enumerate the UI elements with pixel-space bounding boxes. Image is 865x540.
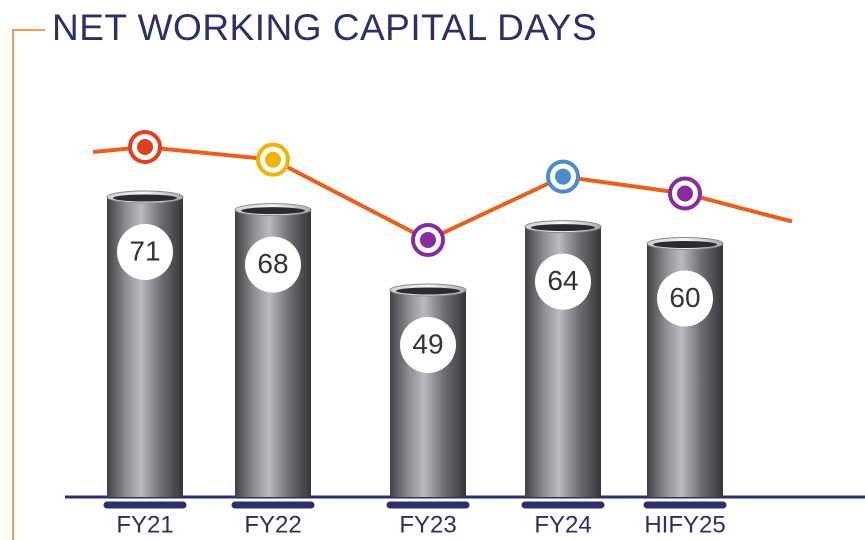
value-label: 64 bbox=[547, 265, 578, 296]
pipe-hole bbox=[113, 195, 177, 202]
pipe-hole bbox=[396, 287, 460, 294]
marker-dot bbox=[555, 169, 571, 185]
value-label: 60 bbox=[669, 282, 700, 313]
marker-dot bbox=[137, 139, 153, 155]
marker-dot bbox=[677, 185, 693, 201]
chart: NET WORKING CAPITAL DAYS 71 FY21 68 FY22 49 F… bbox=[0, 0, 865, 540]
bracket bbox=[13, 30, 45, 540]
pipe bbox=[390, 284, 466, 497]
value-label: 68 bbox=[257, 248, 288, 279]
marker-dot bbox=[265, 152, 281, 168]
pipe-hole bbox=[531, 224, 595, 231]
value-label: 71 bbox=[129, 235, 160, 266]
trend-line bbox=[145, 147, 685, 240]
pipe-hole bbox=[653, 241, 717, 248]
pipe-hole bbox=[241, 207, 305, 214]
x-tick-label: HIFY25 bbox=[644, 511, 725, 538]
value-label: 49 bbox=[412, 328, 443, 359]
x-tick-label: FY22 bbox=[244, 511, 301, 538]
x-tick-label: FY23 bbox=[399, 511, 456, 538]
x-tick-label: FY24 bbox=[534, 511, 591, 538]
chart-title: NET WORKING CAPITAL DAYS bbox=[52, 7, 597, 48]
marker-dot bbox=[420, 232, 436, 248]
x-tick-label: FY21 bbox=[116, 511, 173, 538]
